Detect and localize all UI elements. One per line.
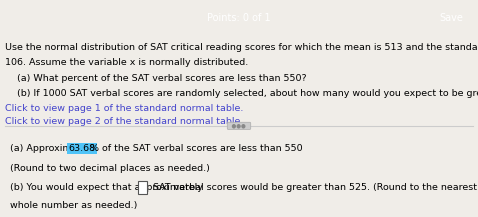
Text: Click to view page 2 of the standard normal table.: Click to view page 2 of the standard nor… xyxy=(5,117,243,126)
Text: (a) What percent of the SAT verbal scores are less than 550?: (a) What percent of the SAT verbal score… xyxy=(5,74,306,83)
Text: Click to view page 1 of the standard normal table.: Click to view page 1 of the standard nor… xyxy=(5,104,243,113)
Text: % of the SAT verbal scores are less than 550: % of the SAT verbal scores are less than… xyxy=(87,144,303,153)
Text: Points: 0 of 1: Points: 0 of 1 xyxy=(207,13,271,23)
Text: whole number as needed.): whole number as needed.) xyxy=(10,201,137,210)
Text: 63.68: 63.68 xyxy=(68,144,95,153)
Text: Use the normal distribution of SAT critical reading scores for which the mean is: Use the normal distribution of SAT criti… xyxy=(5,43,478,52)
Text: (Round to two decimal places as needed.): (Round to two decimal places as needed.) xyxy=(10,164,209,173)
Text: SAT verbal scores would be greater than 525. (Round to the nearest: SAT verbal scores would be greater than … xyxy=(150,183,477,192)
Text: ●●●: ●●● xyxy=(228,123,250,128)
Text: 106. Assume the variable x is normally distributed.: 106. Assume the variable x is normally d… xyxy=(5,58,248,67)
Text: Save: Save xyxy=(440,13,464,23)
Text: (b) You would expect that approximately: (b) You would expect that approximately xyxy=(10,183,206,192)
Text: (a) Approximately: (a) Approximately xyxy=(10,144,98,153)
Text: (b) If 1000 SAT verbal scores are randomly selected, about how many would you ex: (b) If 1000 SAT verbal scores are random… xyxy=(5,89,478,97)
